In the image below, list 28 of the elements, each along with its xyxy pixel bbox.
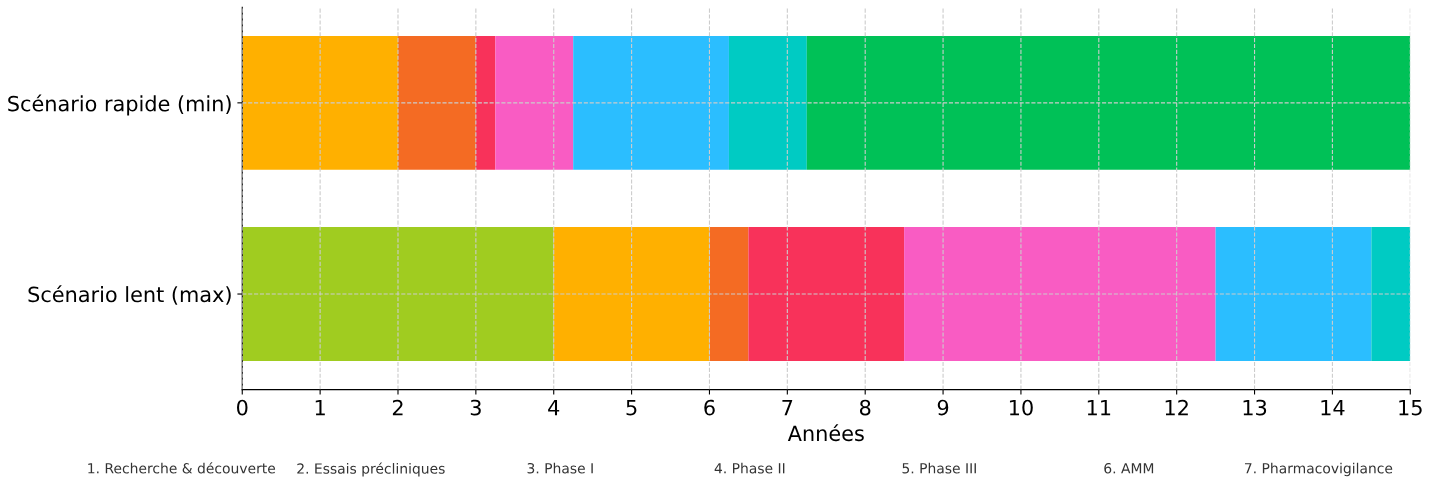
x-tick-label: 12: [1165, 399, 1188, 416]
text: 1. Recherche & découverte: [88, 462, 276, 474]
x-tick-label: 10: [1009, 399, 1033, 416]
x-tick-label: 8: [859, 399, 871, 416]
text: 5. Phase III: [902, 462, 976, 474]
x-tick-label: 5: [626, 399, 637, 416]
x-tick-label: 15: [1399, 399, 1422, 416]
text: 6. AMM: [1104, 463, 1154, 474]
x-tick-label: 3: [470, 399, 481, 416]
bar: [242, 227, 554, 361]
text: 3. Phase I: [527, 462, 593, 474]
x-tick-label: 9: [937, 399, 949, 416]
text: 4. Phase II: [714, 462, 785, 474]
x-tick-label: 13: [1243, 399, 1267, 416]
y-tick-label: Scénario lent (max): [28, 285, 231, 305]
x-tick-label: 1: [315, 399, 325, 416]
x-tick-label: 6: [704, 399, 715, 416]
bar: [806, 35, 1411, 170]
x-tick-label: 2: [392, 399, 403, 416]
text: 2. Essais précliniques: [297, 462, 445, 477]
x-axis-title: Années: [787, 424, 864, 442]
x-tick-label: 7: [782, 399, 793, 416]
text: 7. Pharmacovigilance: [1244, 462, 1393, 477]
x-tick-label: 4: [548, 399, 560, 416]
x-tick-label: 0: [237, 399, 248, 416]
y-tick-label: Scénario rapide (min): [8, 94, 231, 116]
x-tick-label: 11: [1087, 399, 1111, 416]
x-tick-label: 14: [1321, 399, 1345, 416]
